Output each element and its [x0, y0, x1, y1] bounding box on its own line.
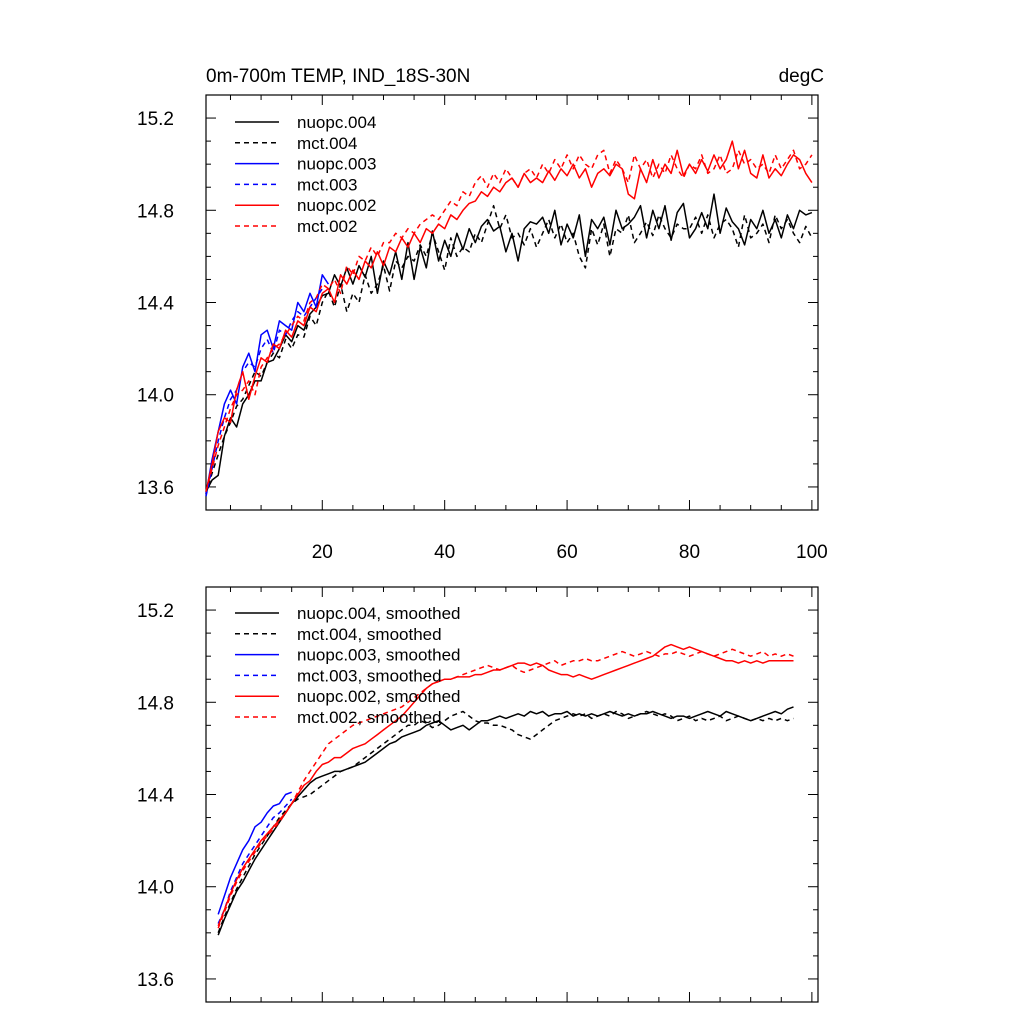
legend-label: nuopc.004, smoothed	[297, 604, 461, 623]
series-line-mct-003	[205, 288, 323, 497]
legend-label: nuopc.004	[297, 113, 376, 132]
series-line-nuopc-004-smoothed	[217, 706, 794, 936]
axes-bottom: 13.6 14.0 14.4 14.8 15.2	[137, 586, 818, 1003]
y-tick-label: 14.0	[137, 386, 174, 407]
y-tick-label: 14.0	[137, 878, 174, 899]
series-line-nuopc-003-smoothed	[217, 791, 292, 915]
legend-label: nuopc.003	[297, 155, 376, 174]
x-tick-label: 40	[434, 542, 455, 563]
legend-label: mct.002	[297, 217, 357, 236]
x-tick-label: 100	[796, 542, 828, 563]
y-tick-label: 15.2	[137, 601, 174, 622]
y-tick-label: 14.4	[137, 786, 174, 807]
legend-label: nuopc.002, smoothed	[297, 687, 461, 706]
legend-label: mct.002, smoothed	[297, 708, 442, 727]
x-tick-label: 60	[557, 542, 578, 563]
panel-top: 0m-700m TEMP, IND_18S-30N degC 13.614.01…	[137, 66, 828, 563]
series-line-mct-002-smoothed	[217, 648, 794, 929]
series-line-nuopc-004	[205, 193, 813, 492]
axes-top: 13.6 14.0 14.4 14.8 15.2 20 40 60 80 100	[137, 94, 828, 563]
series-lines-bottom	[217, 643, 794, 936]
series-line-mct-004-smoothed	[217, 710, 794, 934]
legend-label: mct.003, smoothed	[297, 666, 442, 685]
series-line-nuopc-003	[205, 274, 330, 495]
y-tick-label: 13.6	[137, 970, 174, 991]
x-tick-label: 20	[312, 542, 333, 563]
y-tick-label: 14.4	[137, 294, 174, 315]
legend-bottom: nuopc.004, smoothed mct.004, smoothed nuop…	[235, 604, 461, 727]
legend-label: mct.004	[297, 134, 357, 153]
series-line-mct-002	[205, 149, 813, 492]
legend-label: nuopc.002	[297, 196, 376, 215]
series-lines-top	[205, 140, 813, 497]
y-tick-label: 15.2	[137, 109, 174, 130]
legend-label: mct.004, smoothed	[297, 625, 442, 644]
chart-title: 0m-700m TEMP, IND_18S-30N	[206, 66, 470, 87]
units-label: degC	[779, 66, 824, 87]
legend-label: mct.003	[297, 175, 357, 194]
series-line-mct-003-smoothed	[217, 798, 293, 924]
y-tick-label: 13.6	[137, 478, 174, 499]
y-tick-label: 14.8	[137, 693, 174, 714]
panel-bottom: 13.6 14.0 14.4 14.8 15.2 nuopc.004, smoothed…	[137, 586, 819, 1003]
series-line-mct-004	[205, 204, 813, 495]
series-line-nuopc-002	[205, 140, 813, 492]
y-tick-label: 14.8	[137, 201, 174, 222]
x-tick-label: 80	[679, 542, 700, 563]
legend-label: nuopc.003, smoothed	[297, 646, 461, 665]
